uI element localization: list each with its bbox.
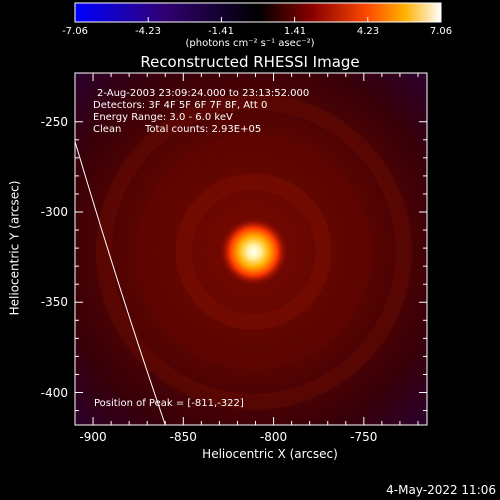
peak-position-annotation: Position of Peak = [-811,-322]: [94, 398, 244, 409]
colorbar: [74, 2, 442, 23]
plot-frame: [74, 72, 428, 426]
colorbar-tick-label: 4.23: [356, 26, 380, 37]
colorbar-tick-label: 7.06: [429, 26, 453, 37]
y-tick-label: -400: [40, 385, 68, 400]
colorbar-unit-label: (photons cm⁻² s⁻¹ asec⁻²): [185, 38, 315, 49]
y-tick-label: -350: [40, 295, 68, 310]
y-axis-label: Heliocentric Y (arcsec): [6, 180, 21, 316]
colorbar-tick-label: -1.41: [208, 26, 234, 37]
time-range-annotation: 2-Aug-2003 23:09:24.000 to 23:13:52.000: [97, 88, 310, 99]
colorbar-ticks: [74, 17, 442, 22]
y-tick-label: -300: [40, 204, 68, 219]
x-tick-label: -750: [350, 430, 378, 444]
chart-title: Reconstructed RHESSI Image: [140, 53, 360, 71]
detectors-annotation: Detectors: 3F 4F 5F 6F 7F 8F, Att 0: [93, 100, 268, 111]
ring-artifact: [95, 93, 412, 410]
ring-artifact: [175, 173, 332, 330]
solar-limb-line: [75, 141, 166, 425]
colorbar-tick-label: -4.23: [135, 26, 161, 37]
plot-date-stamp: 4-May-2022 11:06: [386, 483, 496, 497]
x-axis-label: Heliocentric X (arcsec): [202, 447, 338, 461]
ring-artifact: [135, 133, 372, 370]
total-counts-annotation: Total counts: 2.93E+05: [145, 124, 262, 135]
colorbar-tick-label: 1.41: [283, 26, 307, 37]
heatmap-image: [75, 73, 427, 425]
x-tick-label: -900: [79, 430, 107, 444]
energy-range-annotation: Energy Range: 3.0 - 6.0 keV: [93, 112, 233, 123]
x-tick-label: -850: [169, 430, 197, 444]
peak-source: [219, 217, 288, 286]
axis-ticks: [75, 73, 427, 425]
colorbar-tick-label: -7.06: [62, 26, 88, 37]
y-tick-label: -250: [40, 114, 68, 129]
x-tick-label: -800: [259, 430, 288, 444]
clean-annotation: Clean: [93, 124, 122, 135]
